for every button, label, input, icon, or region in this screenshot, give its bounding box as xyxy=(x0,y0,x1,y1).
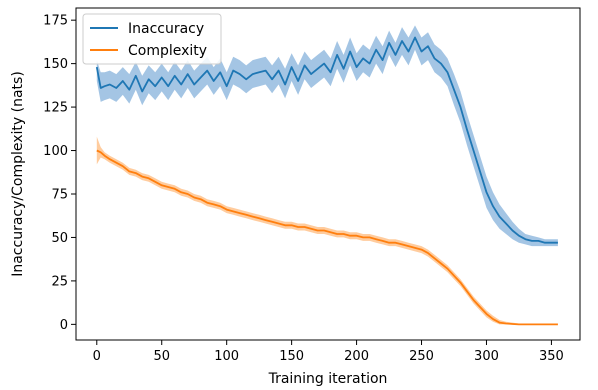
y-tick-label-25: 25 xyxy=(51,274,68,289)
legend-label-complexity: Complexity xyxy=(128,43,207,59)
legend: Inaccuracy Complexity xyxy=(82,13,222,65)
x-tick-label-50: 50 xyxy=(153,349,170,364)
y-tick-label-150: 150 xyxy=(43,57,68,72)
y-tick-label-50: 50 xyxy=(51,231,68,246)
y-axis-label: Inaccuracy/Complexity (nats) xyxy=(10,71,26,277)
x-tick-label-200: 200 xyxy=(344,349,369,364)
x-tick-label-100: 100 xyxy=(214,349,239,364)
y-tick-label-100: 100 xyxy=(43,144,68,159)
y-tick-label-0: 0 xyxy=(60,318,68,333)
line-complexity xyxy=(96,149,558,326)
legend-label-inaccuracy: Inaccuracy xyxy=(128,21,204,37)
x-tick-label-350: 350 xyxy=(539,349,564,364)
x-tick-label-250: 250 xyxy=(409,349,434,364)
y-tick-label-75: 75 xyxy=(51,187,68,202)
line-inaccuracy xyxy=(95,36,558,244)
y-tick-label-125: 125 xyxy=(43,101,68,116)
y-axis-ticks: 0 25 50 75 100 125 150 175 xyxy=(43,14,76,333)
x-axis-label: Training iteration xyxy=(268,371,388,387)
series-lines xyxy=(95,36,558,326)
x-tick-label-0: 0 xyxy=(93,349,101,364)
legend-box xyxy=(82,13,222,65)
x-tick-label-300: 300 xyxy=(474,349,499,364)
y-tick-label-175: 175 xyxy=(43,14,68,29)
x-axis-ticks: 0 50 100 150 200 250 300 350 xyxy=(93,340,564,364)
confidence-bands xyxy=(96,25,558,325)
plot-frame xyxy=(75,7,581,341)
x-tick-label-150: 150 xyxy=(279,349,304,364)
band-inaccuracy xyxy=(96,25,558,247)
